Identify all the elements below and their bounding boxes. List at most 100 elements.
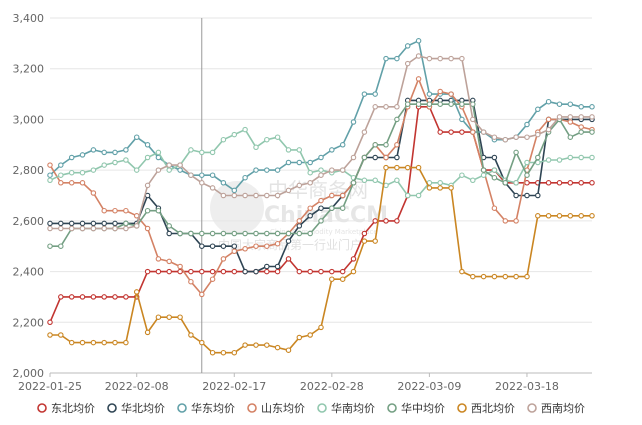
data-point[interactable] — [502, 136, 509, 143]
data-point[interactable] — [524, 180, 530, 186]
data-point[interactable] — [47, 319, 53, 326]
data-point[interactable] — [90, 225, 97, 232]
data-point[interactable] — [307, 332, 313, 338]
data-point[interactable] — [242, 268, 248, 275]
data-point[interactable] — [58, 220, 64, 227]
legend-item[interactable]: 华南均价 — [317, 401, 375, 415]
data-point[interactable] — [578, 180, 584, 186]
data-point[interactable] — [58, 243, 64, 249]
data-point[interactable] — [47, 172, 53, 178]
data-point[interactable] — [556, 213, 563, 219]
data-point[interactable] — [101, 149, 107, 156]
data-point[interactable] — [491, 205, 498, 211]
data-point[interactable] — [220, 256, 227, 262]
data-point[interactable] — [329, 276, 335, 282]
data-point[interactable] — [578, 129, 584, 135]
data-point[interactable] — [448, 91, 454, 97]
data-point[interactable] — [513, 180, 519, 186]
data-point[interactable] — [524, 121, 530, 128]
data-point[interactable] — [437, 180, 443, 186]
data-point[interactable] — [372, 154, 378, 161]
data-point[interactable] — [79, 180, 86, 186]
data-point[interactable] — [567, 154, 574, 161]
data-point[interactable] — [491, 154, 498, 161]
data-point[interactable] — [372, 104, 378, 110]
data-point[interactable] — [68, 180, 75, 186]
data-point[interactable] — [404, 101, 411, 107]
data-point[interactable] — [58, 172, 64, 178]
data-point[interactable] — [415, 192, 422, 199]
data-point[interactable] — [274, 192, 281, 199]
data-point[interactable] — [383, 142, 389, 148]
data-point[interactable] — [58, 180, 64, 186]
data-point[interactable] — [199, 172, 205, 178]
data-point[interactable] — [513, 134, 519, 140]
legend-item[interactable]: 山东均价 — [247, 402, 305, 415]
data-point[interactable] — [307, 230, 313, 237]
data-point[interactable] — [144, 268, 151, 275]
data-point[interactable] — [123, 294, 129, 300]
data-point[interactable] — [394, 218, 400, 224]
data-point[interactable] — [101, 294, 107, 300]
data-point[interactable] — [491, 174, 498, 181]
data-point[interactable] — [274, 230, 281, 237]
data-point[interactable] — [296, 218, 303, 224]
data-point[interactable] — [199, 268, 205, 275]
data-point[interactable] — [112, 149, 118, 156]
data-point[interactable] — [123, 147, 129, 153]
data-point[interactable] — [209, 243, 216, 249]
data-point[interactable] — [589, 129, 595, 135]
data-point[interactable] — [188, 278, 194, 285]
data-point[interactable] — [383, 104, 389, 110]
data-point[interactable] — [188, 147, 194, 153]
data-point[interactable] — [459, 268, 465, 275]
data-point[interactable] — [535, 213, 541, 219]
data-point[interactable] — [339, 205, 346, 211]
data-point[interactable] — [589, 114, 595, 120]
data-point[interactable] — [101, 220, 107, 227]
data-point[interactable] — [491, 134, 498, 140]
data-point[interactable] — [524, 172, 530, 178]
data-point[interactable] — [329, 167, 335, 173]
data-point[interactable] — [318, 324, 324, 331]
data-point[interactable] — [524, 159, 530, 166]
data-point[interactable] — [264, 230, 270, 237]
data-point[interactable] — [437, 88, 443, 95]
data-point[interactable] — [426, 101, 433, 107]
data-point[interactable] — [47, 162, 53, 168]
data-point[interactable] — [231, 268, 238, 275]
data-point[interactable] — [296, 147, 303, 153]
data-point[interactable] — [144, 182, 151, 189]
data-point[interactable] — [188, 268, 194, 275]
data-point[interactable] — [361, 230, 368, 237]
data-point[interactable] — [535, 192, 541, 199]
data-point[interactable] — [578, 154, 584, 161]
data-point[interactable] — [68, 220, 75, 227]
data-point[interactable] — [123, 339, 129, 346]
data-point[interactable] — [199, 243, 205, 249]
data-point[interactable] — [307, 268, 313, 275]
data-point[interactable] — [470, 177, 476, 184]
data-point[interactable] — [253, 243, 259, 249]
data-point[interactable] — [339, 167, 346, 173]
data-point[interactable] — [394, 55, 400, 62]
data-point[interactable] — [372, 218, 378, 224]
data-point[interactable] — [459, 129, 465, 135]
data-point[interactable] — [231, 349, 238, 356]
data-point[interactable] — [578, 114, 584, 120]
data-point[interactable] — [480, 273, 487, 280]
data-point[interactable] — [307, 159, 313, 166]
data-point[interactable] — [199, 149, 205, 156]
data-point[interactable] — [144, 142, 151, 148]
data-point[interactable] — [188, 332, 194, 338]
data-point[interactable] — [502, 218, 509, 224]
data-point[interactable] — [415, 76, 422, 82]
data-point[interactable] — [177, 162, 183, 168]
data-point[interactable] — [177, 263, 183, 270]
data-point[interactable] — [90, 147, 97, 153]
data-point[interactable] — [47, 243, 53, 249]
data-point[interactable] — [68, 339, 75, 346]
data-point[interactable] — [578, 213, 584, 219]
data-point[interactable] — [68, 169, 75, 176]
data-point[interactable] — [220, 268, 227, 275]
